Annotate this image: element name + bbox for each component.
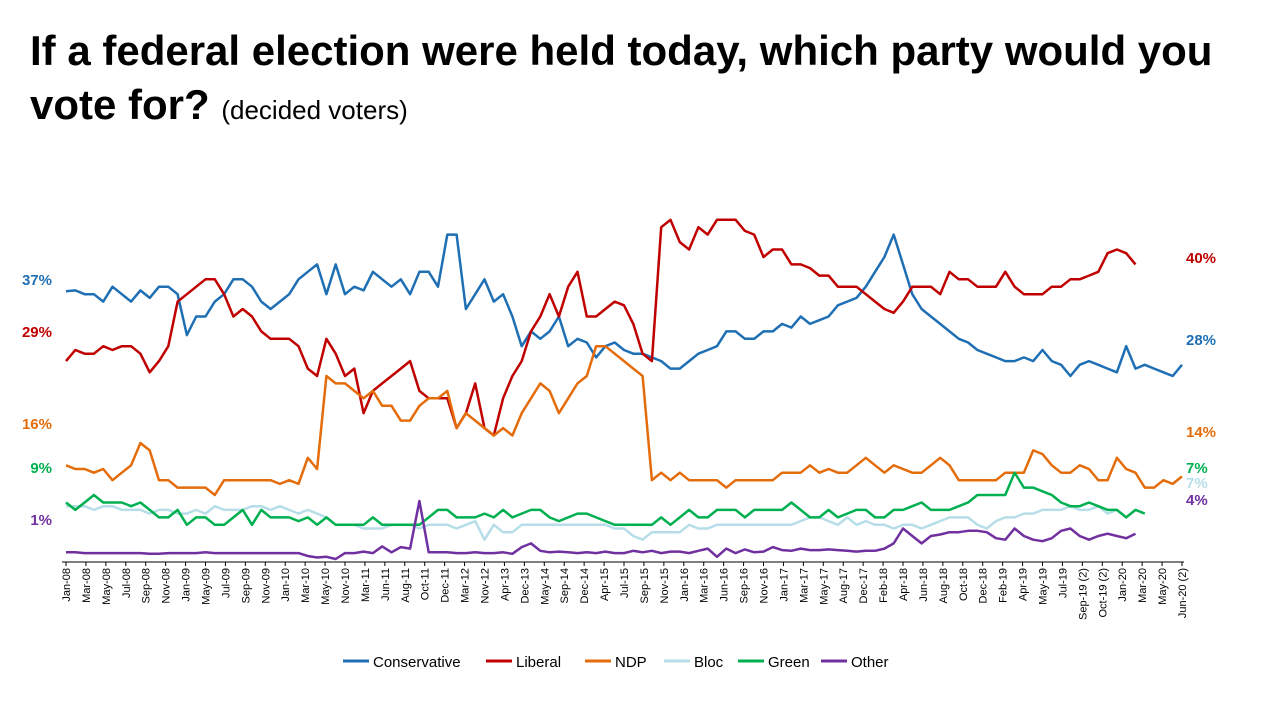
chart-subtitle: (decided voters) (221, 95, 408, 125)
x-tick-label: Feb-18 (878, 568, 890, 603)
end-label-liberal: 40% (1186, 250, 1216, 267)
x-tick-label: Jan-10 (280, 568, 292, 602)
x-tick-label: Jan-16 (679, 568, 691, 602)
x-tick-label: Sep-19 (2) (1077, 568, 1089, 620)
x-tick-label: Mar-08 (81, 568, 93, 603)
x-tick-label: Dec-13 (519, 568, 531, 603)
x-tick-label: Jul-08 (121, 568, 133, 598)
legend-label: Liberal (516, 654, 561, 671)
x-tick-label: Jan-09 (181, 568, 193, 602)
end-label-ndp: 14% (1186, 424, 1216, 441)
legend-label: Green (768, 654, 810, 671)
x-tick-label: Aug-18 (938, 568, 950, 603)
x-tick-label: Nov-15 (659, 568, 671, 603)
x-tick-label: Oct-18 (958, 568, 970, 601)
chart-axes: Jan-08 Mar-08 May-08 Jul-08 Sep-08 Nov-08 Jan-… (61, 561, 1189, 620)
start-label-liberal: 29% (22, 324, 52, 341)
chart-series (65, 218, 1183, 561)
legend-item-bloc: Bloc (664, 654, 724, 671)
x-tick-label: Mar-20 (1137, 568, 1149, 603)
chart-legend: Conservative Liberal NDP Bloc Green Other (343, 654, 889, 671)
x-tick-label: Aug-11 (400, 568, 412, 603)
x-tick-label: Jan-08 (61, 568, 73, 602)
x-tick-label: May-14 (539, 568, 551, 605)
x-tick-label: Mar-12 (460, 568, 472, 603)
x-tick-label: Nov-08 (161, 568, 173, 603)
legend-item-green: Green (738, 654, 810, 671)
x-tick-label: Mar-16 (699, 568, 711, 603)
x-tick-label: Jan-17 (778, 568, 790, 602)
x-tick-label: Dec-11 (440, 568, 452, 603)
series-line-green (65, 471, 1146, 527)
x-tick-label: Sep-09 (240, 568, 252, 603)
x-tick-label: Apr-15 (599, 568, 611, 601)
x-tick-label: Sep-08 (141, 568, 153, 603)
legend-item-other: Other (821, 654, 889, 671)
x-tick-label: Mar-10 (300, 568, 312, 603)
x-tick-label: Jun-11 (380, 568, 392, 601)
series-line-other (66, 499, 1137, 561)
x-tick-label: Oct-11 (420, 568, 432, 600)
x-tick-label: Dec-14 (579, 568, 591, 603)
x-tick-label: Jul-15 (619, 568, 631, 598)
x-tick-label: Sep-16 (739, 568, 751, 603)
x-tick-label: May-19 (1038, 568, 1050, 605)
chart-title-text: If a federal election were held today, w… (30, 27, 1213, 128)
x-tick-label: Jan-20 (1117, 568, 1129, 602)
legend-label: Conservative (373, 654, 461, 671)
legend-item-ndp: NDP (585, 654, 647, 671)
x-tick-label: Apr-18 (898, 568, 910, 601)
x-tick-label: Sep-15 (639, 568, 651, 603)
legend-label: Bloc (694, 654, 724, 671)
x-tick-label: May-17 (818, 568, 830, 605)
x-tick-label: Nov-16 (759, 568, 771, 603)
start-label-other: 1% (30, 512, 52, 529)
x-tick-label: Oct-19 (2) (1097, 568, 1109, 618)
legend-label: Other (851, 654, 889, 671)
x-tick-label: May-09 (201, 568, 213, 605)
end-label-green: 7% (1186, 460, 1208, 477)
x-tick-label: May-08 (101, 568, 113, 605)
x-tick-label: Nov-10 (340, 568, 352, 603)
chart-end-labels: 37% 28% 29% 40% 16% 14% 7% 9% 7% 1% 4% (22, 250, 1216, 529)
x-tick-label: Jul-09 (220, 568, 232, 598)
legend-item-liberal: Liberal (486, 654, 561, 671)
x-tick-label: Dec-17 (858, 568, 870, 603)
x-tick-label: Jun-20 (2) (1177, 568, 1189, 618)
x-tick-label: Aug-17 (838, 568, 850, 603)
x-tick-label: Sep-14 (559, 568, 571, 603)
x-tick-label: Nov-12 (480, 568, 492, 603)
x-tick-label: Jun-16 (719, 568, 731, 602)
start-label-conservative: 37% (22, 272, 52, 289)
x-tick-label: Dec-18 (978, 568, 990, 603)
x-tick-label: Mar-17 (798, 568, 810, 603)
x-tick-label: May-10 (320, 568, 332, 605)
x-tick-label: Apr-13 (499, 568, 511, 601)
chart-title: If a federal election were held today, w… (30, 24, 1250, 137)
x-tick-label: Feb-19 (998, 568, 1010, 603)
x-tick-label: May-20 (1157, 568, 1169, 605)
legend-label: NDP (615, 654, 647, 671)
x-tick-label: Jun-18 (918, 568, 930, 602)
end-label-other: 4% (1186, 492, 1208, 509)
series-line-conservative (65, 233, 1183, 378)
legend-item-conservative: Conservative (343, 654, 461, 671)
end-label-bloc: 7% (1186, 475, 1208, 492)
series-line-ndp (65, 344, 1183, 497)
x-tick-label: Nov-09 (260, 568, 272, 603)
x-tick-label: Mar-11 (360, 568, 372, 602)
series-line-bloc (66, 504, 1118, 541)
start-label-ndp: 16% (22, 416, 52, 433)
x-tick-label: Jul-19 (1057, 568, 1069, 598)
start-label-green: 9% (30, 460, 52, 477)
end-label-conservative: 28% (1186, 332, 1216, 349)
series-line-liberal (65, 218, 1137, 437)
x-tick-label: Apr-19 (1018, 568, 1030, 601)
